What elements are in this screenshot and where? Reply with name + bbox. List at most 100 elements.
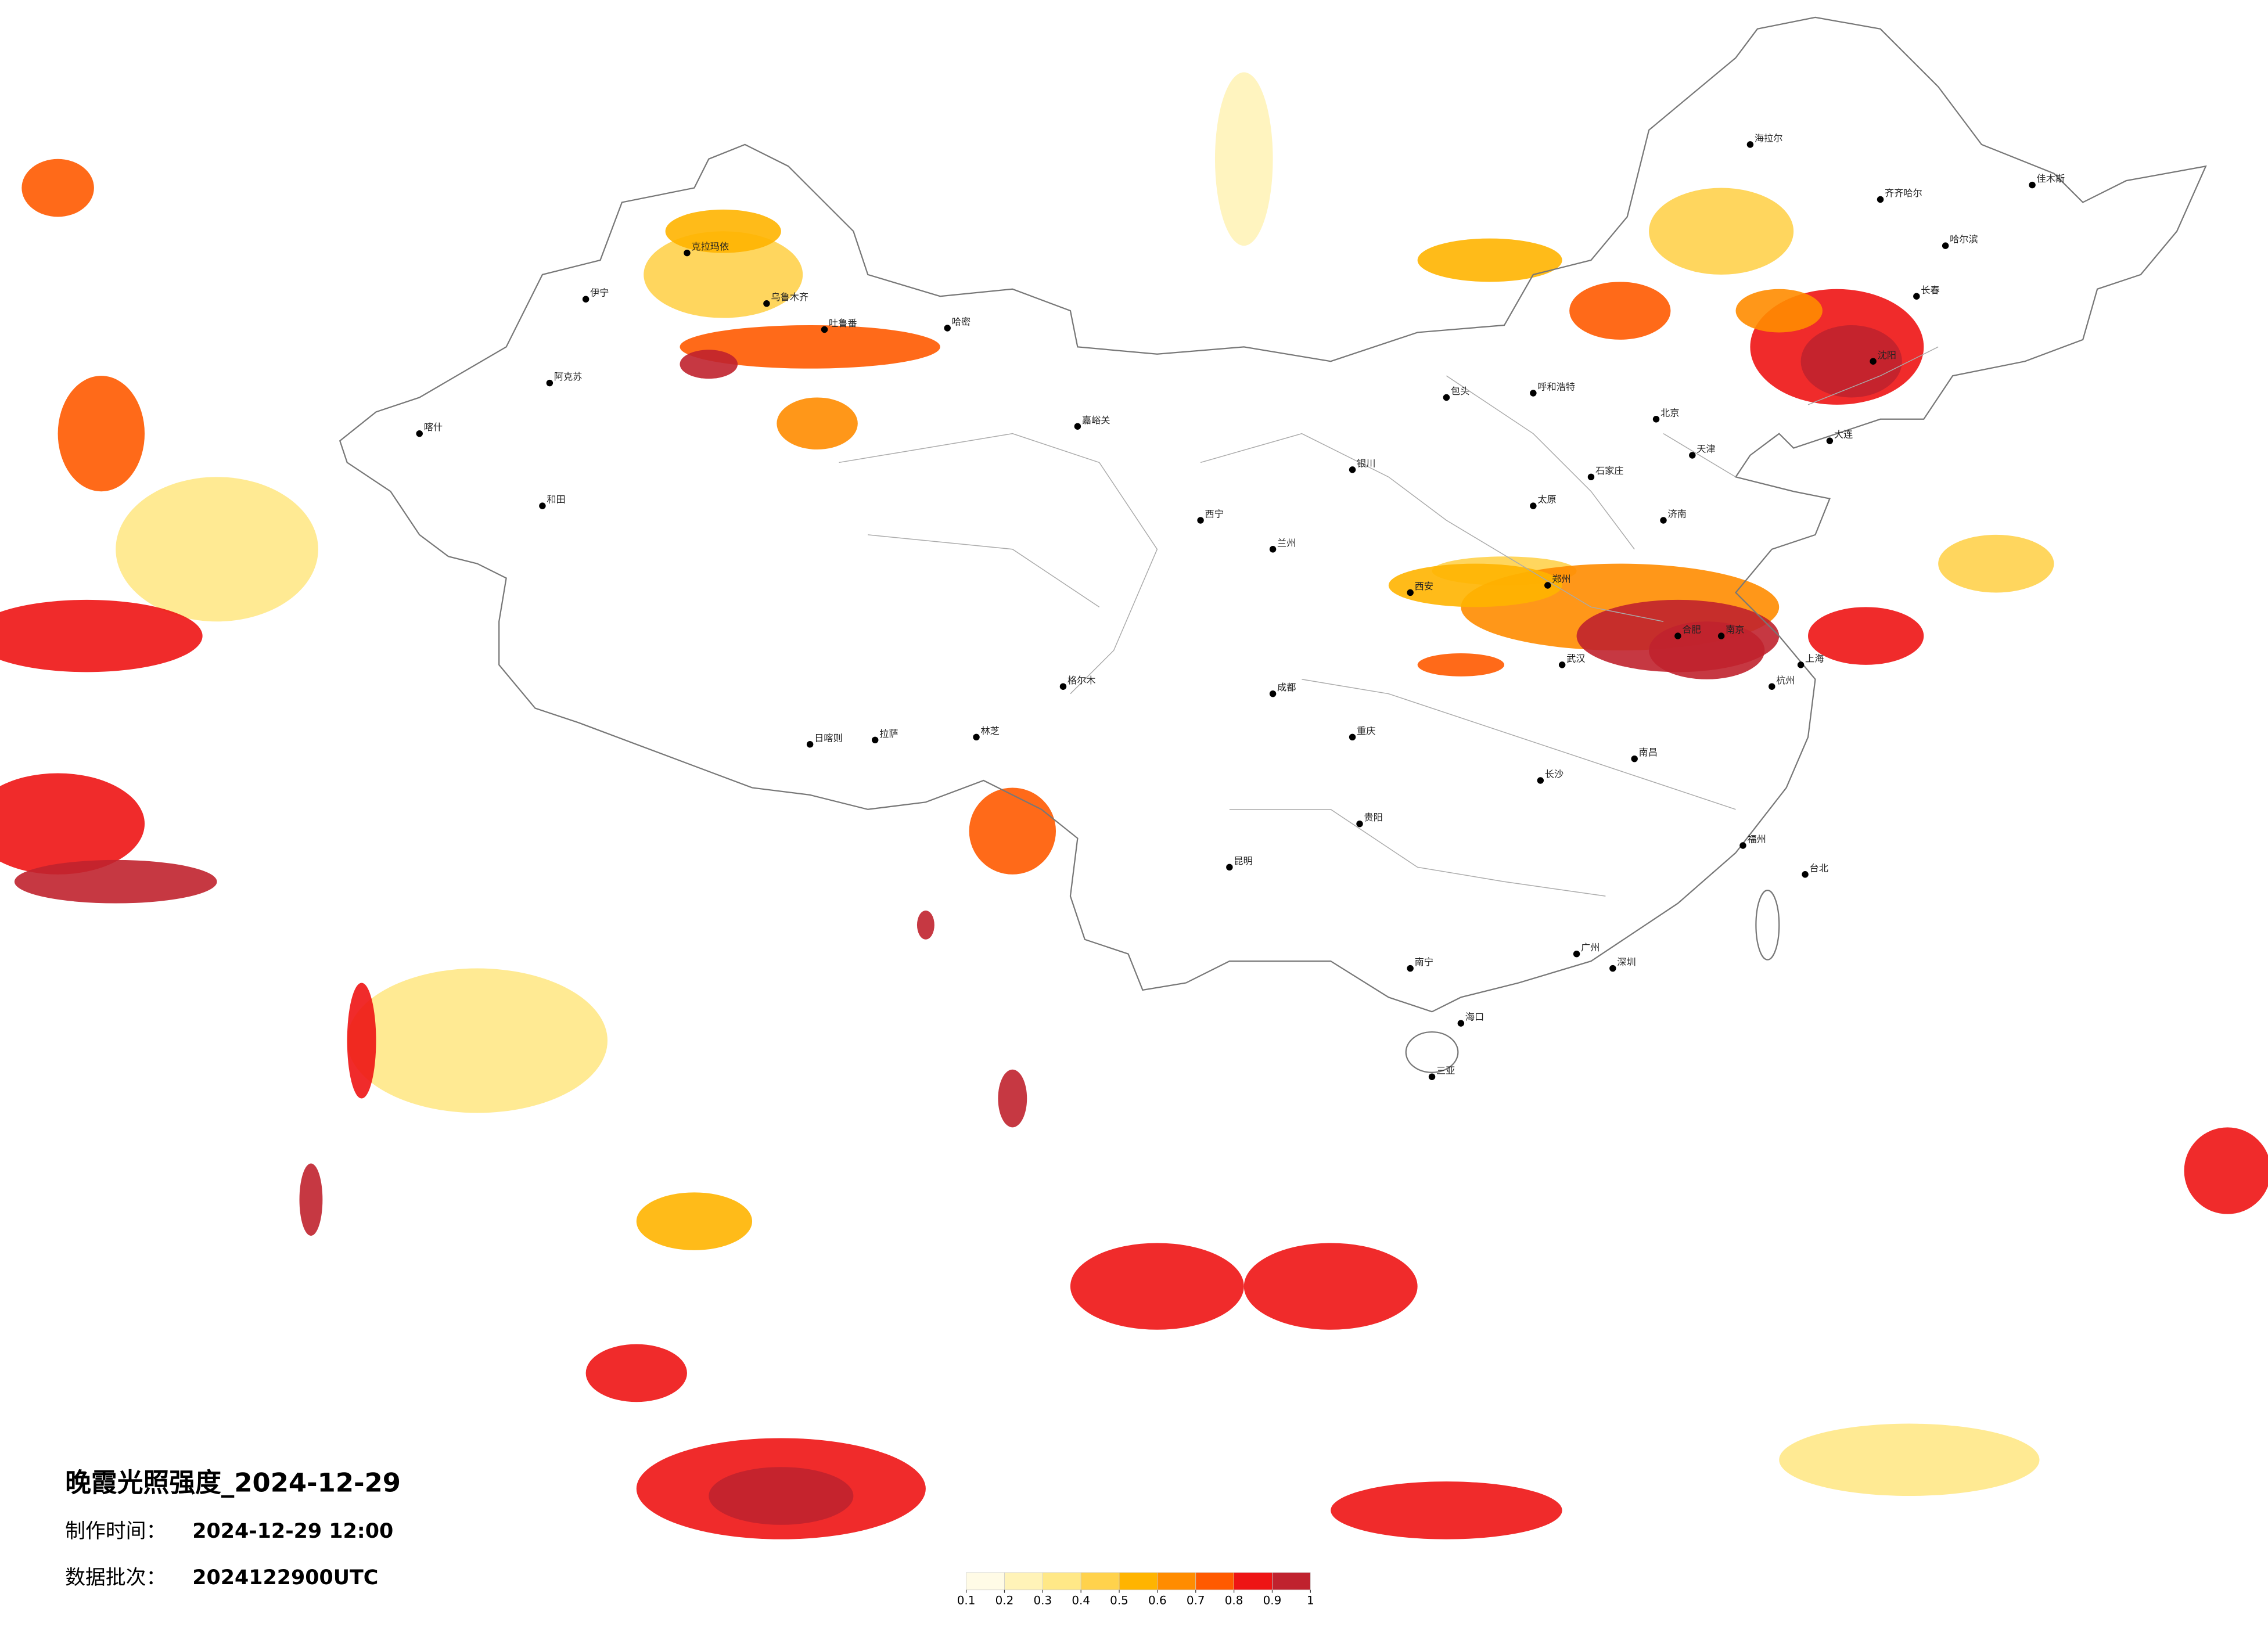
city-label: 佳木斯 (2037, 173, 2065, 184)
colorbar-tick-label: 0.6 (1148, 1594, 1167, 1607)
city-label: 西安 (1415, 581, 1433, 592)
city-label: 合肥 (1682, 624, 1701, 635)
heat-patch (998, 1069, 1027, 1128)
city-label: 和田 (547, 494, 565, 505)
city-dot (1428, 1073, 1436, 1080)
city-dot (1652, 416, 1660, 423)
city-label: 林芝 (981, 725, 1000, 736)
city-dot (1689, 452, 1696, 459)
city-dot (806, 741, 814, 748)
city-dot (1877, 196, 1884, 203)
city-label: 乌鲁木齐 (771, 292, 808, 303)
city-label: 海口 (1465, 1012, 1484, 1023)
heat-patch (1938, 534, 2054, 593)
city-label: 福州 (1747, 834, 1766, 845)
city-label: 克拉玛依 (691, 241, 729, 252)
city-label: 嘉峪关 (1082, 415, 1110, 426)
heat-patch (680, 325, 940, 369)
city-label: 昆明 (1234, 855, 1252, 866)
city-label: 长沙 (1545, 769, 1563, 780)
colorbar-tick-label: 0.5 (1110, 1594, 1128, 1607)
heat-patch (1808, 607, 1924, 665)
city-label: 济南 (1667, 509, 1686, 520)
china-outline (339, 16, 2207, 1073)
city-dot (1942, 242, 1949, 249)
province-border (839, 346, 1939, 897)
city-label: 吐鲁番 (829, 318, 857, 329)
colorbar-box (1080, 1572, 1120, 1591)
heat-patch (21, 159, 94, 217)
heat-patch (644, 231, 803, 318)
city-label: 伊宁 (590, 287, 609, 298)
city-label: 格尔木 (1067, 675, 1096, 686)
colorbar-tick-label: 1 (1307, 1594, 1314, 1607)
heat-patch (1388, 563, 1562, 607)
city-dot (1913, 293, 1920, 300)
colorbar-tick-label: 0.9 (1263, 1594, 1282, 1607)
city-label: 兰州 (1277, 537, 1296, 548)
heat-patch (1649, 621, 1765, 679)
heat-layer (0, 72, 2268, 1539)
city-label: 喀什 (424, 422, 443, 433)
heat-patch (347, 983, 376, 1099)
heat-patch (777, 397, 858, 450)
hainan (1405, 1031, 1459, 1073)
city-dot (973, 733, 980, 741)
production-time-label: 制作时间： (65, 1520, 166, 1543)
taiwan (1755, 890, 1780, 961)
city-dot (1407, 589, 1414, 596)
heat-patch (57, 376, 145, 492)
colorbar-box (1119, 1572, 1158, 1591)
city-dot (1226, 864, 1233, 871)
colorbar-tick-label: 0.4 (1072, 1594, 1090, 1607)
city-dot (2029, 181, 2036, 189)
city-label: 贵阳 (1364, 812, 1382, 823)
heat-patch (0, 599, 203, 672)
city-dot (1074, 423, 1081, 430)
heat-patch (347, 968, 608, 1113)
city-dot (539, 502, 546, 509)
city-label: 上海 (1805, 653, 1824, 664)
city-label: 哈密 (952, 316, 971, 328)
heat-patch (585, 1344, 687, 1402)
city-dot (1573, 950, 1580, 958)
colorbar-box (1004, 1572, 1043, 1591)
heat-patch (709, 1467, 854, 1525)
city-label: 哈尔滨 (1950, 234, 1978, 245)
city-label: 日喀则 (814, 732, 843, 743)
colorbar-tick-label: 0.2 (995, 1594, 1014, 1607)
data-batch-label: 数据批次： (65, 1566, 166, 1589)
city-dot (1660, 517, 1667, 524)
heat-patch (1214, 72, 1273, 246)
city-label: 阿克苏 (554, 371, 583, 382)
heat-patch (665, 209, 781, 253)
city-label: 南昌 (1639, 747, 1658, 758)
city-dot (944, 325, 951, 332)
city-label: 沈阳 (1878, 350, 1896, 361)
city-label: 深圳 (1617, 956, 1636, 967)
city-label: 齐齐哈尔 (1885, 188, 1922, 199)
city-label: 台北 (1810, 862, 1828, 873)
city-dot (1197, 517, 1204, 524)
colorbar-box (1195, 1572, 1234, 1591)
colorbar-tick-label: 0.1 (957, 1594, 976, 1607)
city-label: 包头 (1451, 386, 1469, 397)
city-label: 广州 (1581, 942, 1600, 953)
city-dot (684, 249, 691, 257)
data-batch-value: 2024122900UTC (192, 1566, 378, 1589)
city-dot (1826, 437, 1834, 444)
colorbar-box (1042, 1572, 1081, 1591)
heat-patch (1070, 1243, 1244, 1330)
city-dot (1631, 755, 1638, 762)
city-dot (546, 379, 553, 387)
colorbar-tick-label: 0.8 (1225, 1594, 1243, 1607)
heat-patch (116, 477, 318, 622)
map-title: 晚霞光照强度_2024-12-29 (65, 1467, 401, 1498)
city-dot (1537, 777, 1544, 784)
city-dot (1717, 632, 1725, 639)
country-border (339, 16, 2207, 1013)
heat-patch (1779, 1423, 2040, 1496)
heat-patch (636, 1192, 753, 1250)
city-dot (1530, 502, 1537, 509)
